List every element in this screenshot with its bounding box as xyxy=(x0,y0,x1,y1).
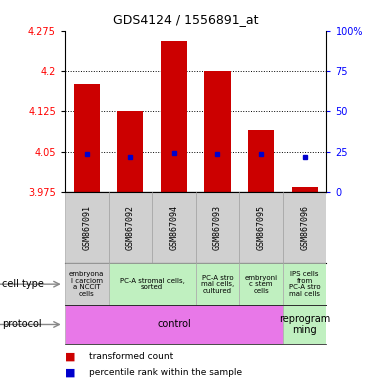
Text: GSM867095: GSM867095 xyxy=(257,205,266,250)
Text: PC-A stromal cells,
sorted: PC-A stromal cells, sorted xyxy=(120,278,184,290)
Text: control: control xyxy=(157,319,191,329)
Text: GSM867092: GSM867092 xyxy=(126,205,135,250)
Bar xyxy=(239,263,283,305)
Bar xyxy=(152,192,196,263)
Text: protocol: protocol xyxy=(2,319,42,329)
Bar xyxy=(283,263,326,305)
Bar xyxy=(239,192,283,263)
Bar xyxy=(109,263,196,305)
Text: embryona
l carciom
a NCCIT
cells: embryona l carciom a NCCIT cells xyxy=(69,271,104,297)
Text: ■: ■ xyxy=(65,367,75,377)
Text: GSM867091: GSM867091 xyxy=(82,205,91,250)
Bar xyxy=(204,71,231,192)
Bar xyxy=(161,41,187,192)
Bar xyxy=(283,305,326,344)
Bar xyxy=(65,263,109,305)
Text: cell type: cell type xyxy=(2,279,44,289)
Text: ■: ■ xyxy=(65,351,75,361)
Text: PC-A stro
mal cells,
cultured: PC-A stro mal cells, cultured xyxy=(201,275,234,294)
Bar xyxy=(109,192,152,263)
Text: GSM867093: GSM867093 xyxy=(213,205,222,250)
Text: embryoni
c stem
cells: embryoni c stem cells xyxy=(244,275,278,294)
Bar xyxy=(117,111,144,192)
Text: transformed count: transformed count xyxy=(89,352,173,361)
Bar xyxy=(196,263,239,305)
Text: percentile rank within the sample: percentile rank within the sample xyxy=(89,368,242,377)
Text: GSM867096: GSM867096 xyxy=(300,205,309,250)
Text: GSM867094: GSM867094 xyxy=(170,205,178,250)
Bar xyxy=(73,84,100,192)
Bar xyxy=(248,130,274,192)
Bar xyxy=(196,192,239,263)
Bar xyxy=(65,192,109,263)
Bar xyxy=(283,192,326,263)
Text: IPS cells
from
PC-A stro
mal cells: IPS cells from PC-A stro mal cells xyxy=(289,271,321,297)
Text: GDS4124 / 1556891_at: GDS4124 / 1556891_at xyxy=(113,13,258,26)
Bar xyxy=(292,187,318,192)
Bar xyxy=(65,305,283,344)
Text: reprogram
ming: reprogram ming xyxy=(279,314,330,335)
